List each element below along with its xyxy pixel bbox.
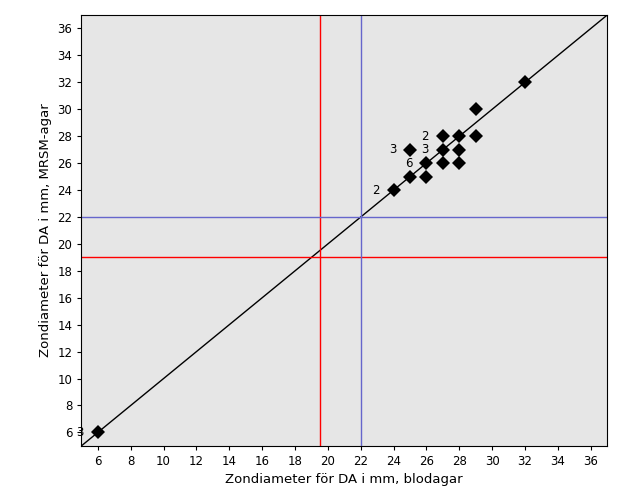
Y-axis label: Zondiameter för DA i mm, MRSM-agar: Zondiameter för DA i mm, MRSM-agar (39, 104, 52, 357)
Text: 2: 2 (372, 183, 380, 196)
X-axis label: Zondiameter för DA i mm, blodagar: Zondiameter för DA i mm, blodagar (225, 473, 463, 486)
Text: 3: 3 (422, 143, 429, 156)
Text: 3: 3 (389, 143, 396, 156)
Text: 3: 3 (76, 426, 84, 439)
Text: 6: 6 (405, 157, 413, 170)
Text: 2: 2 (421, 130, 429, 143)
